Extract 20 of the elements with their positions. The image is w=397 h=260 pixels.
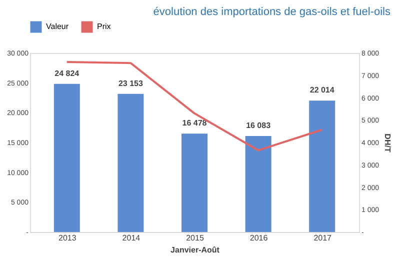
x-tick-label: 2013 (58, 234, 77, 242)
data-label: 22 014 (310, 86, 335, 95)
data-label: 23 153 (118, 78, 144, 88)
legend-label: Prix (97, 22, 111, 31)
data-label: 16 083 (246, 121, 272, 130)
chart-title: évolution des importations de gas-oils et fuel-oils (153, 6, 392, 18)
x-axis-title: Janvier-Août (170, 246, 220, 254)
bar (245, 136, 272, 232)
y2-axis-title: DH/T (383, 134, 392, 152)
x-tick-label: 2014 (122, 234, 141, 242)
x-tick-label: 2017 (314, 234, 332, 242)
legend-label: Valeur (46, 22, 69, 31)
x-tick-label: 2016 (250, 234, 268, 242)
bar (54, 84, 80, 232)
data-label: 16 478 (182, 118, 208, 128)
data-label: 24 824 (54, 68, 80, 78)
bar (118, 94, 144, 232)
bar (309, 100, 336, 232)
x-tick-label: 2015 (186, 234, 204, 242)
bar (182, 134, 208, 232)
